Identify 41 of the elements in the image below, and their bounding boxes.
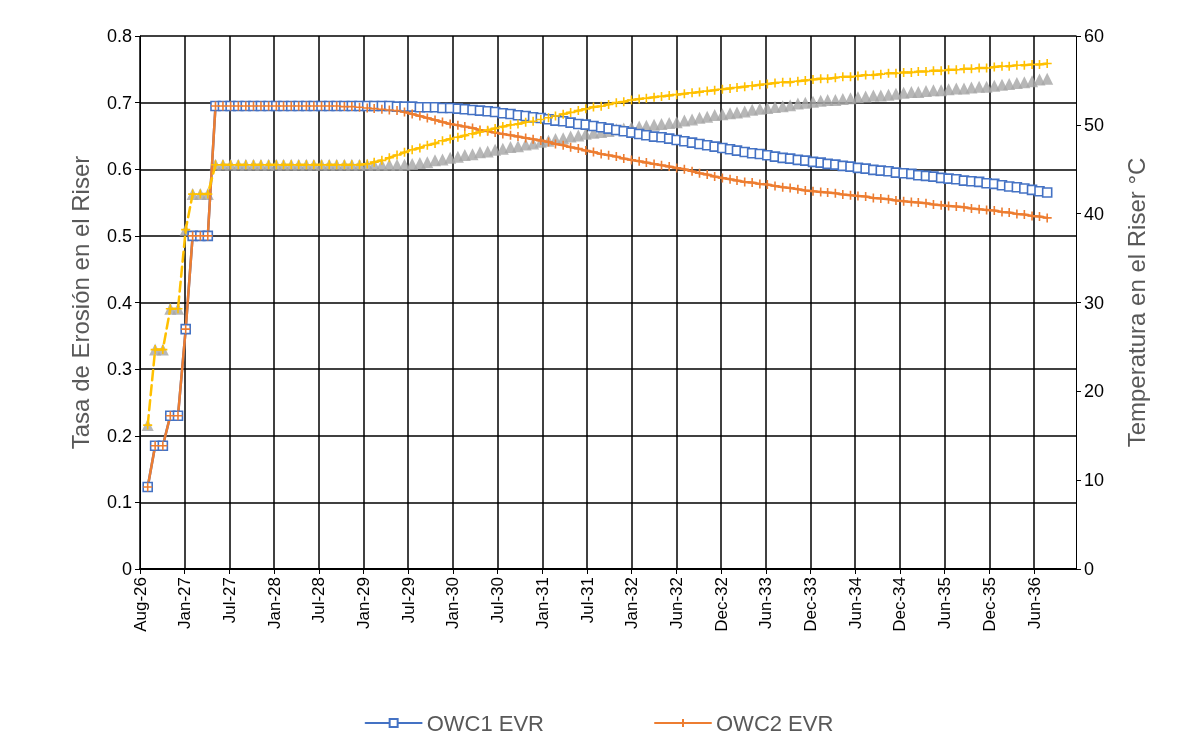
x-tick-label: Dec-32	[711, 577, 731, 632]
x-tick-label: Jul-30	[488, 577, 508, 624]
y-tick-label: 0.4	[106, 292, 132, 313]
y-tick-label: 0.6	[106, 159, 132, 180]
x-tick-label: Jun-36	[1024, 577, 1044, 629]
x-tick-label: Jan-28	[264, 577, 284, 629]
y-tick-label: 0.7	[106, 92, 132, 113]
x-tick-label: Jul-31	[577, 577, 597, 624]
legend-label: OWC1 EVR	[426, 710, 545, 736]
y-tick-label: 0	[121, 559, 132, 579]
x-tick-label: Jan-31	[532, 577, 552, 629]
y2-axis-title: Temperatura en el Riser °C	[1122, 157, 1150, 448]
y2-tick-label: 50	[1084, 114, 1105, 135]
y2-tick-label: 40	[1084, 203, 1105, 224]
x-tick-label: Aug-26	[130, 577, 150, 632]
x-tick-label: Dec-35	[979, 577, 999, 632]
x-tick-label: Jul-29	[398, 577, 418, 624]
x-tick-label: Jan-27	[175, 577, 195, 629]
y2-tick-label: 10	[1084, 470, 1105, 491]
y-tick-label: 0.5	[106, 225, 132, 246]
x-tick-label: Jul-28	[309, 577, 329, 624]
y2-tick-label: 0	[1084, 559, 1095, 579]
x-tick-label: Jun-32	[666, 577, 686, 629]
x-tick-label: Jul-27	[219, 577, 239, 624]
x-tick-label: Dec-34	[890, 577, 910, 632]
y2-tick-label: 30	[1084, 292, 1105, 313]
x-tick-label: Jan-32	[622, 577, 642, 629]
y-axis-title: Tasa de Erosión en el Riser	[66, 155, 94, 450]
x-tick-label: Jan-30	[443, 577, 463, 629]
x-tick-label: Jun-35	[935, 577, 955, 629]
y-tick-label: 0.8	[106, 26, 132, 46]
y-tick-label: 0.1	[106, 492, 132, 513]
x-tick-label: Jan-29	[354, 577, 374, 629]
x-tick-label: Dec-33	[801, 577, 821, 632]
legend-label: OWC2 EVR	[716, 710, 834, 736]
y-tick-label: 0.2	[106, 425, 132, 446]
x-tick-label: Jun-34	[845, 577, 865, 629]
x-tick-label: Jun-33	[756, 577, 776, 629]
y2-tick-label: 60	[1084, 26, 1105, 46]
y2-tick-label: 20	[1084, 381, 1105, 402]
y-tick-label: 0.3	[106, 359, 132, 380]
